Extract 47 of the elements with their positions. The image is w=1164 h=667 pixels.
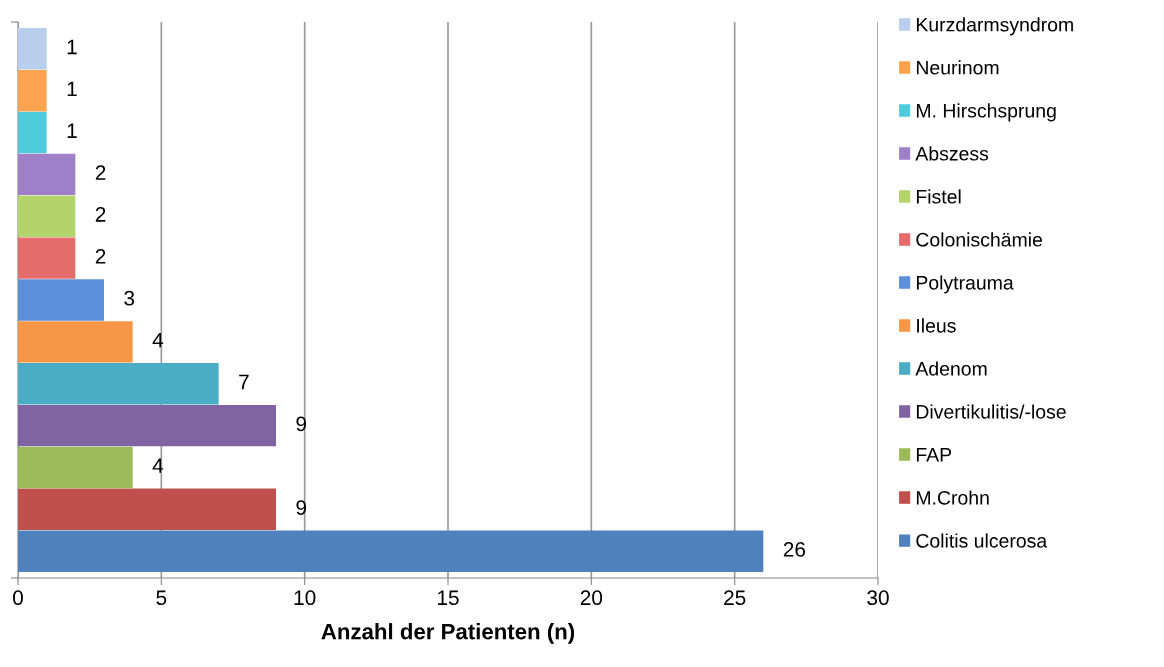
- data-label: 2: [95, 207, 106, 222]
- legend-label: Neurinom: [916, 60, 999, 75]
- bar: [18, 237, 76, 279]
- legend-label: Polytrauma: [916, 275, 1014, 294]
- data-label: 2: [95, 248, 106, 264]
- x-axis-title: Anzahl der Patienten (n): [321, 623, 575, 644]
- data-label: 9: [296, 500, 307, 515]
- legend-label: M. Hirschsprung: [916, 103, 1056, 122]
- bar: [18, 28, 47, 70]
- legend-label: Ileus: [917, 318, 956, 333]
- x-tick-label: 30: [867, 590, 889, 606]
- data-label: 2: [95, 165, 106, 180]
- data-label: 4: [152, 332, 164, 348]
- x-tick-label: 0: [13, 590, 23, 606]
- bar: [18, 153, 76, 196]
- x-tick-label: 25: [724, 590, 746, 606]
- bar: [18, 321, 133, 363]
- x-tick-label: 15: [438, 590, 459, 606]
- bar: [18, 446, 133, 489]
- legend-label: Adenom: [915, 361, 987, 376]
- legend-label: Kurzdarmsyndrom: [916, 17, 1073, 36]
- legend-label: Colonischämie: [916, 232, 1043, 247]
- legend-label: Abszess: [915, 146, 989, 161]
- bar: [18, 195, 76, 237]
- bar: [18, 111, 47, 154]
- data-label: 26: [783, 542, 806, 557]
- data-label: 3: [124, 290, 135, 306]
- data-label: 4: [152, 458, 164, 473]
- legend-label: Fistel: [916, 189, 961, 204]
- bar: [18, 530, 764, 572]
- legend-label: Colitis ulcerosa: [916, 533, 1048, 548]
- data-label: 7: [239, 374, 249, 390]
- legend-label: M.Crohn: [916, 490, 989, 505]
- x-tick-label: 5: [156, 590, 167, 606]
- bar: [18, 279, 104, 321]
- data-label: 9: [296, 416, 307, 432]
- data-label: 1: [67, 81, 77, 97]
- x-tick-label: 20: [580, 590, 603, 606]
- bar: [18, 69, 47, 112]
- x-tick-label: 10: [294, 590, 316, 606]
- bar: [18, 404, 276, 447]
- bar: [18, 488, 276, 531]
- data-label: 1: [67, 123, 77, 138]
- bar: [18, 363, 219, 405]
- data-label: 1: [67, 39, 77, 55]
- legend-label: FAP: [916, 448, 952, 462]
- legend-label: Divertikulitis/-lose: [916, 404, 1066, 419]
